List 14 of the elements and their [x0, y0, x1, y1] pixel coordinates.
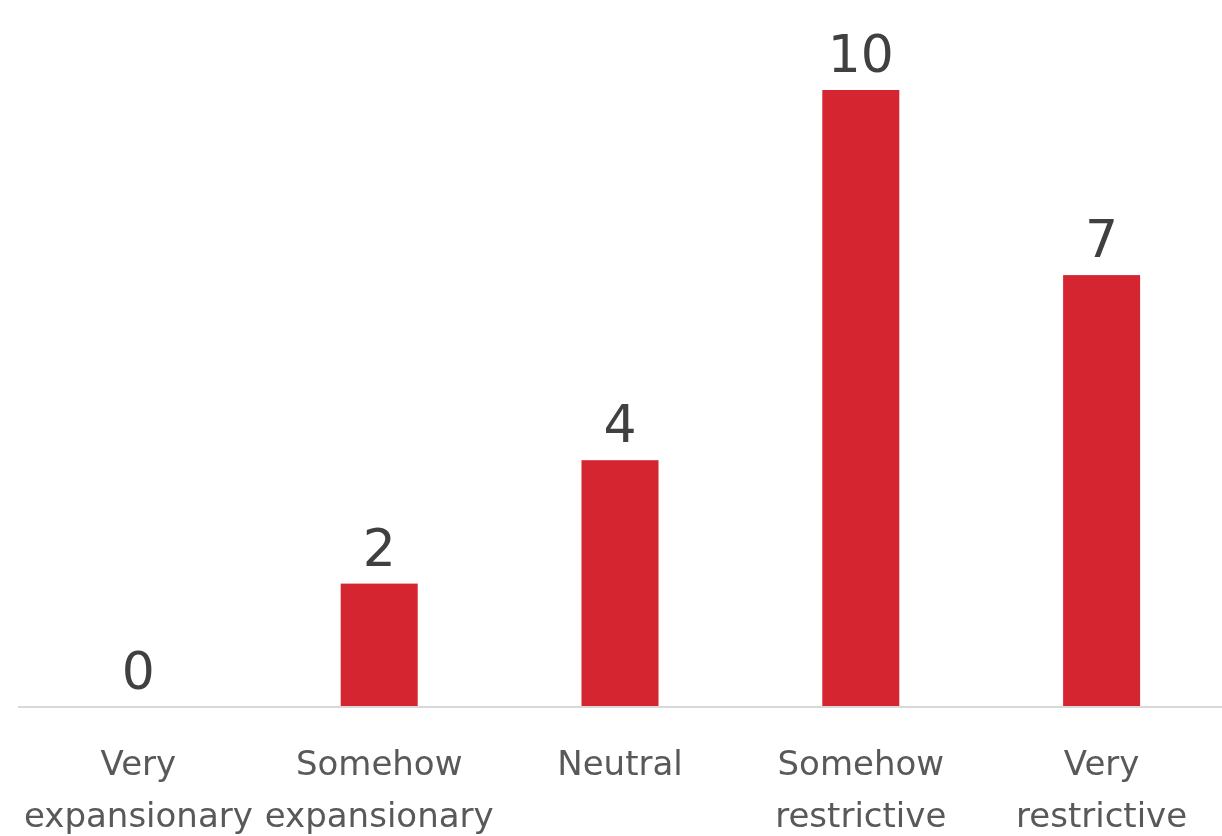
x-tick-label: Very restrictive [1016, 743, 1188, 835]
x-tick-label: Neutral [557, 743, 683, 783]
x-tick-label: Somehow restrictive [775, 743, 947, 835]
data-label: 0 [121, 641, 155, 701]
bar [1063, 275, 1141, 707]
data-label: 7 [1085, 209, 1119, 270]
bar [581, 460, 659, 707]
bar [822, 90, 900, 707]
x-tick-label: Somehow expansionary [264, 743, 494, 835]
x-tick-label: Very expansionary [23, 743, 253, 835]
data-label: 10 [827, 24, 894, 84]
bar [340, 583, 418, 707]
data-label: 4 [603, 394, 637, 455]
data-label: 2 [362, 517, 396, 578]
